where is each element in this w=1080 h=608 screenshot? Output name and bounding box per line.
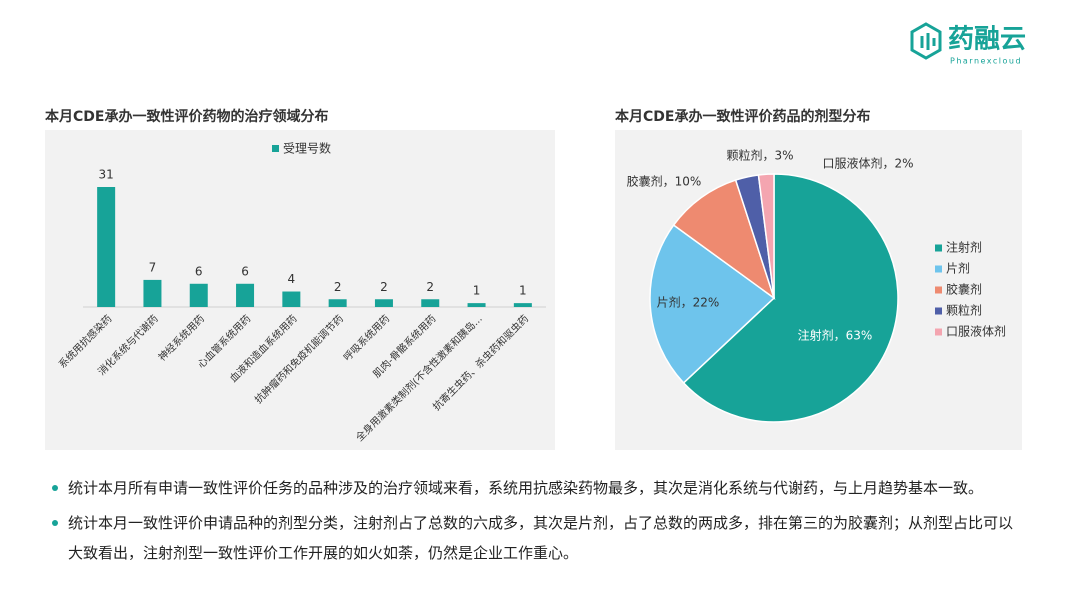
bar bbox=[513, 303, 532, 307]
pie-slice bbox=[649, 224, 776, 384]
value-label: 6 bbox=[241, 264, 249, 278]
note-text: 统计本月所有申请一致性评价任务的品种涉及的治疗领域来看，系统用抗感染药物最多，其… bbox=[68, 479, 984, 497]
legend-label: 注射剂 bbox=[946, 240, 982, 255]
value-label: 1 bbox=[473, 284, 481, 298]
data-label: 胶囊剂，10% bbox=[627, 174, 702, 189]
bar bbox=[374, 299, 393, 307]
pie-slice bbox=[757, 173, 775, 299]
legend-swatch bbox=[272, 145, 279, 152]
legend-label: 受理号数 bbox=[283, 141, 331, 156]
legend-swatch bbox=[935, 244, 942, 252]
bar bbox=[421, 299, 440, 307]
legend-swatch bbox=[935, 265, 942, 273]
value-label: 2 bbox=[334, 280, 342, 294]
value-label: 7 bbox=[149, 260, 157, 274]
legend-label: 口服液体剂 bbox=[946, 324, 1006, 339]
note: 统计本月所有申请一致性评价任务的品种涉及的治疗领域来看，系统用抗感染药物最多，其… bbox=[52, 473, 1018, 503]
value-label: 4 bbox=[288, 272, 296, 286]
value-label: 6 bbox=[195, 264, 203, 278]
note-text: 统计本月一致性评价申请品种的剂型分类，注射剂占了总数的六成多，其次是片剂，占了总… bbox=[68, 514, 1014, 562]
value-label: 1 bbox=[519, 284, 527, 298]
legend-swatch bbox=[935, 328, 942, 336]
data-label: 片剂，22% bbox=[657, 295, 720, 310]
legend-label: 片剂 bbox=[946, 261, 970, 276]
value-label: 31 bbox=[99, 168, 114, 182]
bar bbox=[97, 187, 116, 307]
bar-title: 本月CDE承办一致性评价药物的治疗领域分布 bbox=[45, 108, 328, 125]
data-label: 注射剂，63% bbox=[798, 328, 873, 343]
bar bbox=[143, 279, 162, 307]
data-label: 颗粒剂，3% bbox=[726, 148, 793, 163]
pie-title: 本月CDE承办一致性评价药品的剂型分布 bbox=[615, 108, 870, 125]
legend-swatch bbox=[935, 286, 942, 294]
bar-panel bbox=[45, 130, 555, 450]
value-label: 2 bbox=[426, 280, 434, 294]
legend-swatch bbox=[935, 307, 942, 315]
bar bbox=[467, 303, 486, 307]
brand: 药融云 bbox=[948, 25, 1026, 55]
bar bbox=[236, 283, 255, 307]
data-label: 口服液体剂，2% bbox=[822, 156, 913, 171]
bar bbox=[328, 299, 347, 307]
logo-icon bbox=[910, 22, 942, 60]
bar bbox=[282, 291, 301, 307]
pie-slice bbox=[672, 179, 776, 300]
legend-label: 颗粒剂 bbox=[946, 303, 982, 318]
bar bbox=[189, 283, 208, 307]
note: 统计本月一致性评价申请品种的剂型分类，注射剂占了总数的六成多，其次是片剂，占了总… bbox=[52, 508, 1018, 568]
brand-sub: Pharnexcloud bbox=[950, 57, 1022, 66]
value-label: 2 bbox=[380, 280, 388, 294]
legend-label: 胶囊剂 bbox=[946, 282, 982, 297]
pie-slice bbox=[682, 173, 899, 423]
